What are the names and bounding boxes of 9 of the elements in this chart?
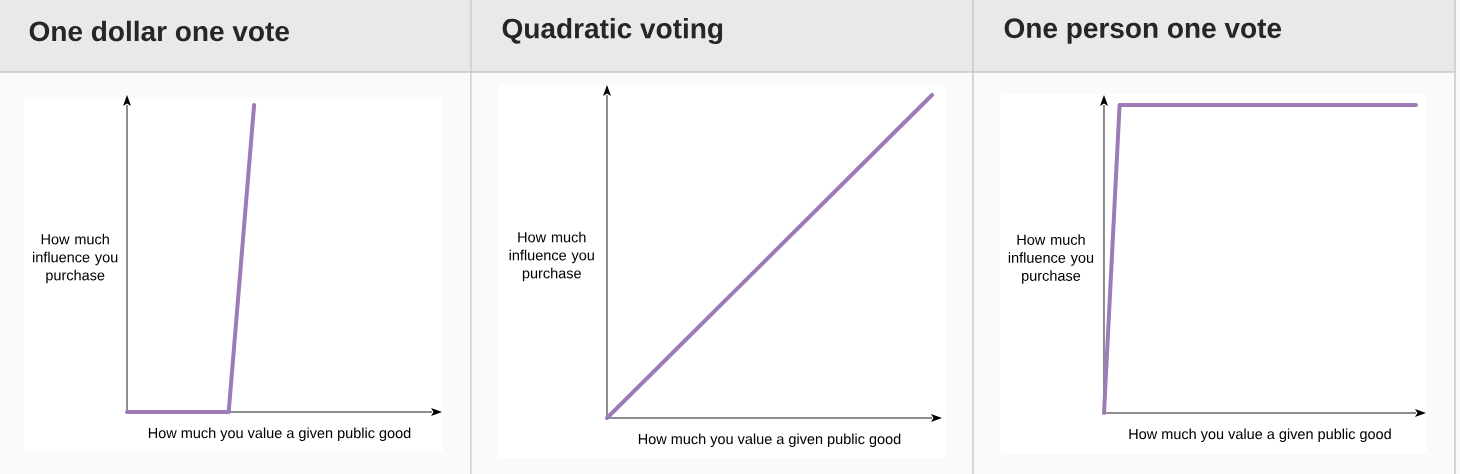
y-axis-title: How much influence you purchase: [509, 231, 594, 282]
x-axis-title: How much you value a given public good: [148, 427, 411, 442]
y-axis-title: How much influence you purchase: [1008, 234, 1094, 284]
y-axis-title: How much influence you purchase: [33, 233, 118, 284]
x-axis-title: How much you value a given public good: [638, 433, 901, 448]
chart-title: Quadratic voting: [502, 17, 723, 45]
x-axis-title: How much you value a given public good: [1129, 428, 1391, 443]
chart-title: One dollar one vote: [29, 20, 289, 42]
chart-title: One person one vote: [1004, 18, 1282, 44]
